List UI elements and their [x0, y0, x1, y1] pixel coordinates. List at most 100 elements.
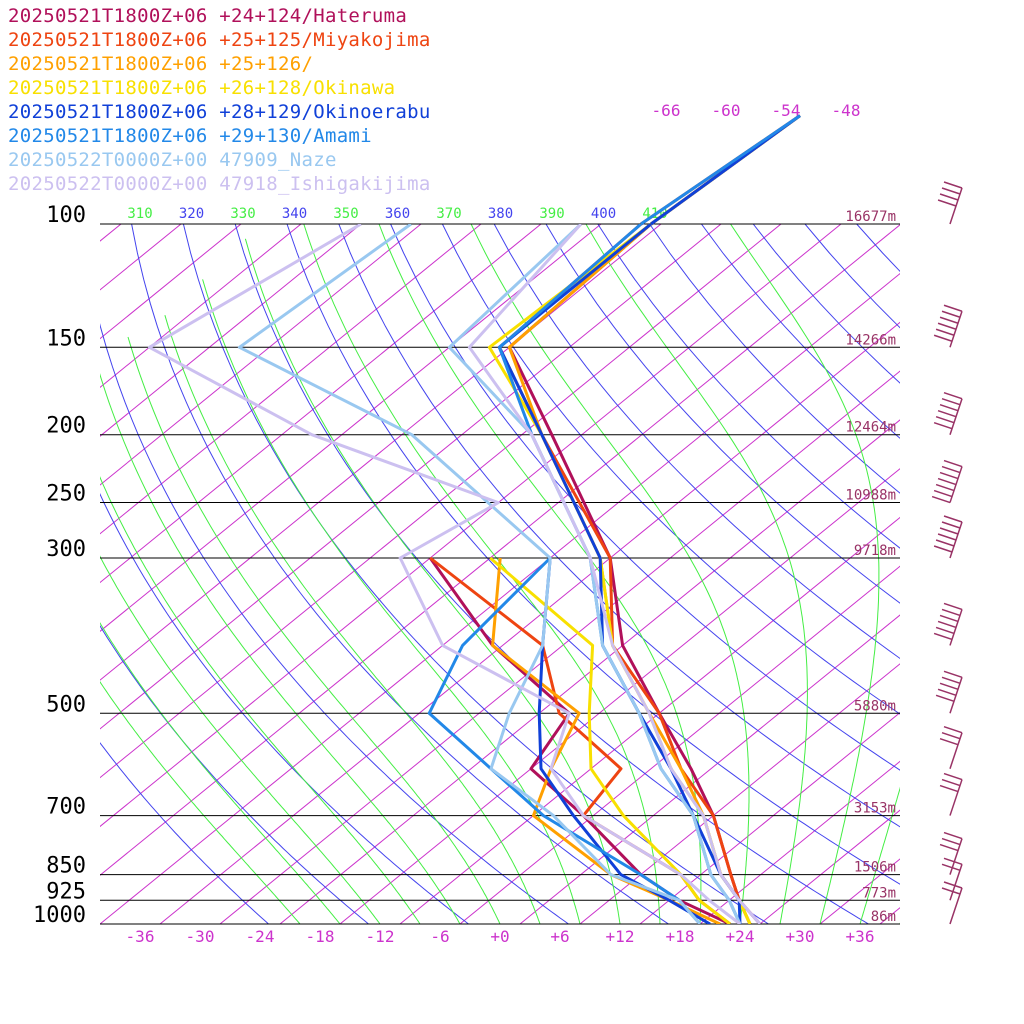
- wind-barb-flag: [943, 181, 963, 189]
- wind-barb-flag: [939, 193, 959, 201]
- wind-barb: [941, 857, 963, 901]
- wind-barb-flag: [935, 483, 955, 492]
- dewpoint-profile: [427, 556, 702, 924]
- moist-adiabat-line: [202, 279, 581, 924]
- dry-adiabat-line: [100, 323, 569, 924]
- isotherm-line: [699, 760, 900, 924]
- theta-label: 350: [333, 206, 358, 222]
- temperature-profile: [447, 224, 742, 924]
- wind-barb-flag: [943, 725, 963, 734]
- moist-adiabat-line: [859, 786, 900, 924]
- wind-barb: [933, 515, 963, 559]
- wind-barb: [931, 459, 963, 504]
- pressure-label: 925: [46, 879, 86, 904]
- theta-label: 330: [230, 206, 255, 222]
- pressure-label: 1000: [33, 903, 86, 928]
- wind-barb-flag: [943, 304, 963, 312]
- dry-adiabat-line: [182, 224, 769, 924]
- wind-barb-flag: [941, 521, 961, 529]
- wind-barb-flag: [933, 545, 953, 553]
- wind-barb-flag: [939, 843, 959, 852]
- dry-adiabat-line: [597, 224, 900, 549]
- height-label: 12464m: [845, 420, 896, 436]
- moist-adiabat-line: [100, 681, 301, 924]
- isotherm-line: [1000, 224, 1024, 924]
- wind-barb-flag: [939, 682, 959, 690]
- wind-barb-flag: [941, 778, 961, 787]
- temperature-tick-label: -30: [186, 927, 215, 946]
- wind-barb: [939, 831, 963, 875]
- wind-barb-flag: [943, 602, 963, 611]
- temperature-profile: [467, 224, 762, 924]
- wind-barb: [933, 304, 963, 348]
- isotherm-line: [219, 370, 900, 924]
- moist-adiabat-line: [100, 373, 461, 924]
- height-label: 10988m: [845, 488, 896, 504]
- theta-label: 400: [591, 206, 616, 222]
- wind-barb-flag: [941, 731, 961, 740]
- pressure-label: 500: [46, 692, 86, 717]
- legend-entry: 20250522T0000Z+00 47909_Naze: [8, 149, 337, 171]
- legend-entry: 20250521T1800Z+06 +29+130/Amami: [8, 125, 372, 147]
- wind-barb-flag: [943, 857, 963, 866]
- temperature-tick-label: +6: [550, 927, 569, 946]
- temperature-tick-label: -6: [430, 927, 449, 946]
- pressure-label: 100: [46, 203, 86, 228]
- height-label: 5880m: [854, 698, 896, 714]
- temperature-tick-label: -24: [246, 927, 275, 946]
- wind-barb: [939, 772, 963, 816]
- dewpoint-profile: [489, 556, 731, 924]
- wind-barb-flag: [935, 694, 955, 702]
- isotherm-line: [879, 907, 900, 924]
- wind-barb-flag: [943, 670, 963, 678]
- isotherm-line: [0, 224, 1, 924]
- theta-label: 340: [282, 206, 307, 222]
- wind-barb-flag: [933, 334, 953, 342]
- pressure-label: 700: [46, 795, 86, 820]
- isotherm-line: [819, 858, 900, 924]
- moist-adiabat-line: [127, 336, 501, 924]
- temperature-profile: [497, 224, 742, 924]
- legend: 20250521T1800Z+06 +24+124/Hateruma 202505…: [8, 4, 431, 196]
- theta-label: 370: [436, 206, 461, 222]
- isotherm-line: [100, 224, 900, 876]
- isotherm-line: [339, 468, 900, 924]
- moist-adiabat-line: [899, 922, 900, 924]
- wind-barb-flag: [935, 539, 955, 547]
- wind-barb: [933, 392, 963, 435]
- moist-adiabat-line: [100, 622, 341, 924]
- isotherm-line: [100, 224, 362, 437]
- wind-barb-flag: [939, 614, 959, 623]
- temperature-tick-label: +36: [846, 927, 875, 946]
- isotherm-line: [639, 711, 900, 924]
- temperature-tick-label: +24: [726, 927, 755, 946]
- dry-adiabat-line: [804, 224, 900, 329]
- wind-barb-flag: [937, 199, 957, 207]
- wind-barbs: [931, 181, 963, 925]
- wind-barb-flag: [941, 863, 961, 872]
- height-label: 3153m: [854, 801, 896, 817]
- dewpoint-profile: [237, 224, 702, 924]
- dry-adiabat-line: [909, 224, 1024, 924]
- legend-entry: 20250521T1800Z+06 +25+126/: [8, 53, 314, 75]
- isotherm-line: [100, 224, 542, 584]
- isotherm-line: [279, 419, 900, 924]
- legend-entry: 20250521T1800Z+06 +24+124/Hateruma: [8, 5, 408, 27]
- wind-barb: [939, 725, 963, 769]
- wind-barb: [935, 670, 963, 714]
- isotherm-line: [100, 224, 242, 340]
- temperature-profile-upper: [640, 114, 801, 226]
- theta-label: 360: [385, 206, 410, 222]
- mixing-ratio-label: -60: [712, 101, 741, 120]
- pressure-label: 850: [46, 854, 86, 879]
- wind-barb-flag: [941, 608, 961, 617]
- wind-barb-flag: [943, 459, 963, 468]
- moist-adiabat-line: [164, 315, 541, 924]
- isotherm-line: [159, 321, 900, 924]
- wind-barb-flag: [935, 416, 955, 424]
- isotherm-line: [100, 224, 182, 291]
- moist-adiabat-line: [100, 555, 381, 924]
- pressure-label: 300: [46, 537, 86, 562]
- wind-barb-flag: [939, 404, 959, 412]
